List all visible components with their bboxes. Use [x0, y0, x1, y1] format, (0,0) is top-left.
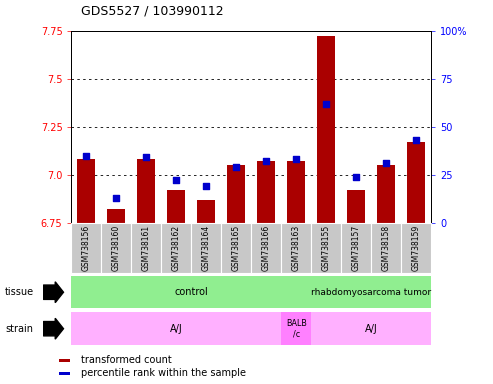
Bar — [168, 190, 185, 223]
Bar — [221, 223, 251, 273]
Bar — [312, 313, 431, 345]
Text: strain: strain — [5, 324, 33, 334]
Text: GSM738161: GSM738161 — [142, 225, 151, 271]
Text: GSM738165: GSM738165 — [232, 225, 241, 271]
Text: GSM738160: GSM738160 — [112, 225, 121, 271]
Text: GSM738163: GSM738163 — [292, 225, 301, 271]
Point — [203, 183, 211, 189]
Bar — [138, 159, 155, 223]
Bar — [401, 223, 431, 273]
FancyArrow shape — [43, 282, 64, 303]
Point — [383, 160, 390, 166]
Point — [413, 137, 421, 143]
FancyArrow shape — [43, 318, 64, 339]
Bar — [71, 313, 282, 345]
Bar — [407, 142, 425, 223]
Bar — [312, 223, 341, 273]
Point — [142, 154, 150, 161]
Bar — [197, 200, 215, 223]
Point — [112, 195, 120, 201]
Bar — [71, 223, 102, 273]
Bar — [251, 223, 282, 273]
Text: GSM738158: GSM738158 — [382, 225, 391, 271]
Bar — [317, 36, 335, 223]
Text: GSM738166: GSM738166 — [262, 225, 271, 271]
Point — [292, 156, 300, 162]
Point — [173, 177, 180, 184]
Bar — [59, 359, 70, 362]
Bar — [191, 223, 221, 273]
Text: GSM738162: GSM738162 — [172, 225, 181, 271]
Text: A/J: A/J — [170, 324, 183, 334]
Text: transformed count: transformed count — [81, 355, 172, 365]
Text: tissue: tissue — [5, 287, 34, 297]
Bar — [59, 372, 70, 375]
Bar — [377, 165, 395, 223]
Text: GSM738164: GSM738164 — [202, 225, 211, 271]
Point — [352, 174, 360, 180]
Point — [82, 152, 90, 159]
Bar — [77, 159, 96, 223]
Text: rhabdomyosarcoma tumor: rhabdomyosarcoma tumor — [312, 288, 431, 297]
Text: GSM738156: GSM738156 — [82, 225, 91, 271]
Text: percentile rank within the sample: percentile rank within the sample — [81, 368, 246, 378]
Point — [262, 158, 270, 164]
Bar — [371, 223, 401, 273]
Bar — [102, 223, 132, 273]
Bar — [132, 223, 162, 273]
Text: GSM738157: GSM738157 — [352, 225, 361, 271]
Bar — [257, 161, 276, 223]
Text: GSM738155: GSM738155 — [322, 225, 331, 271]
Bar — [287, 161, 305, 223]
Point — [322, 101, 330, 107]
Bar — [107, 209, 125, 223]
Text: GDS5527 / 103990112: GDS5527 / 103990112 — [81, 4, 224, 17]
Point — [233, 164, 241, 170]
Bar — [348, 190, 365, 223]
Bar — [312, 276, 431, 308]
Bar — [161, 223, 191, 273]
Text: BALB
/c: BALB /c — [286, 319, 307, 338]
Bar — [71, 276, 312, 308]
Text: control: control — [175, 287, 209, 297]
Bar — [282, 223, 312, 273]
Bar — [227, 165, 246, 223]
Text: A/J: A/J — [365, 324, 378, 334]
Text: GSM738159: GSM738159 — [412, 225, 421, 271]
Bar — [341, 223, 371, 273]
Bar — [282, 313, 312, 345]
